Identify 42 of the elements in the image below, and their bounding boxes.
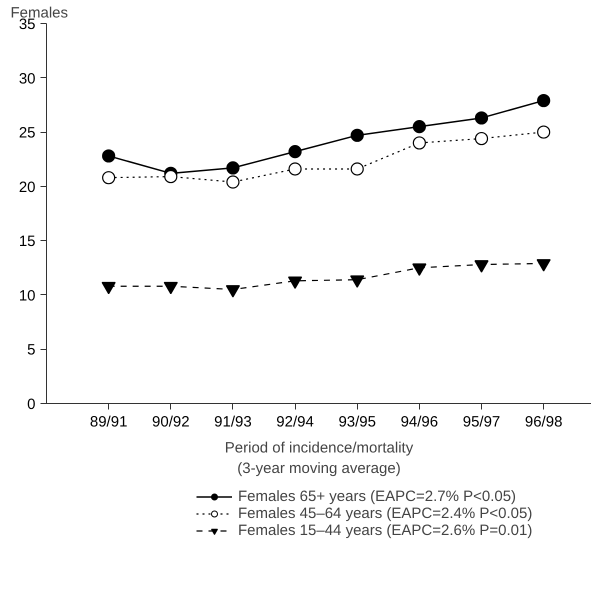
x-tick-label: 89/91 [90,414,128,430]
point [226,161,240,174]
point [288,162,302,176]
y-tick-label: 5 [27,342,36,359]
y-tick-label: 15 [18,233,36,250]
point [350,275,364,288]
y-tick-label: 10 [18,287,36,304]
x-tick-label: 92/94 [276,414,314,430]
point [102,282,116,294]
point [412,120,426,134]
y-tick-label: 20 [18,178,36,196]
point [350,162,364,176]
point [350,128,364,142]
y-tick-label: 0 [27,396,36,413]
point [164,170,178,184]
point [474,111,488,125]
point [102,171,116,184]
x-tick-label: 94/96 [400,414,438,430]
y-tick-label: 25 [18,124,36,142]
point [412,136,426,150]
legend-label: Females 15–44 years (EAPC=2.6% P=0.01) [238,522,532,539]
x-axis-title: Period of incidence/mortality (3-year moving average) [224,440,414,477]
y-tick-label: 30 [18,70,36,88]
point [226,175,240,189]
legend-label: Females 65+ years (EAPC=2.7% P<0.05) [238,488,516,505]
point [288,276,302,289]
legend-label: Females 45–64 years (EAPC=2.4% P<0.05) [238,505,532,522]
point [164,282,178,294]
point [226,285,240,298]
point [537,94,550,108]
point [474,132,488,146]
point [537,125,550,139]
x-tick-label: 95/97 [462,414,500,430]
x-tick-label: 90/92 [152,414,190,430]
point [474,260,489,273]
point [102,149,116,163]
x-tick-label: 91/93 [214,414,252,430]
x-tick-label: 93/95 [338,414,376,430]
x-tick-label: 96/98 [524,414,562,430]
point [536,259,551,272]
point [412,263,426,276]
point [288,145,302,158]
